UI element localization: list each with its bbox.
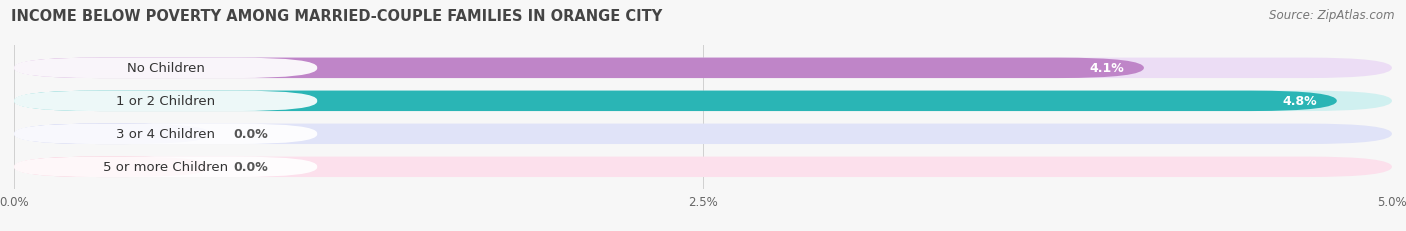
Text: 3 or 4 Children: 3 or 4 Children bbox=[117, 128, 215, 141]
FancyBboxPatch shape bbox=[14, 91, 1392, 112]
FancyBboxPatch shape bbox=[14, 58, 318, 79]
Text: INCOME BELOW POVERTY AMONG MARRIED-COUPLE FAMILIES IN ORANGE CITY: INCOME BELOW POVERTY AMONG MARRIED-COUPL… bbox=[11, 9, 662, 24]
FancyBboxPatch shape bbox=[14, 124, 1392, 144]
Text: No Children: No Children bbox=[127, 62, 204, 75]
Text: 4.1%: 4.1% bbox=[1090, 62, 1125, 75]
Text: 1 or 2 Children: 1 or 2 Children bbox=[117, 95, 215, 108]
FancyBboxPatch shape bbox=[14, 157, 318, 177]
FancyBboxPatch shape bbox=[14, 58, 1144, 79]
FancyBboxPatch shape bbox=[14, 91, 1337, 112]
Text: 0.0%: 0.0% bbox=[233, 161, 269, 173]
FancyBboxPatch shape bbox=[14, 124, 211, 144]
FancyBboxPatch shape bbox=[14, 91, 318, 112]
Text: 4.8%: 4.8% bbox=[1282, 95, 1317, 108]
FancyBboxPatch shape bbox=[14, 157, 1392, 177]
Text: 0.0%: 0.0% bbox=[233, 128, 269, 141]
Text: 5 or more Children: 5 or more Children bbox=[103, 161, 228, 173]
FancyBboxPatch shape bbox=[14, 157, 211, 177]
Text: Source: ZipAtlas.com: Source: ZipAtlas.com bbox=[1270, 9, 1395, 22]
FancyBboxPatch shape bbox=[14, 124, 318, 144]
FancyBboxPatch shape bbox=[14, 58, 1392, 79]
